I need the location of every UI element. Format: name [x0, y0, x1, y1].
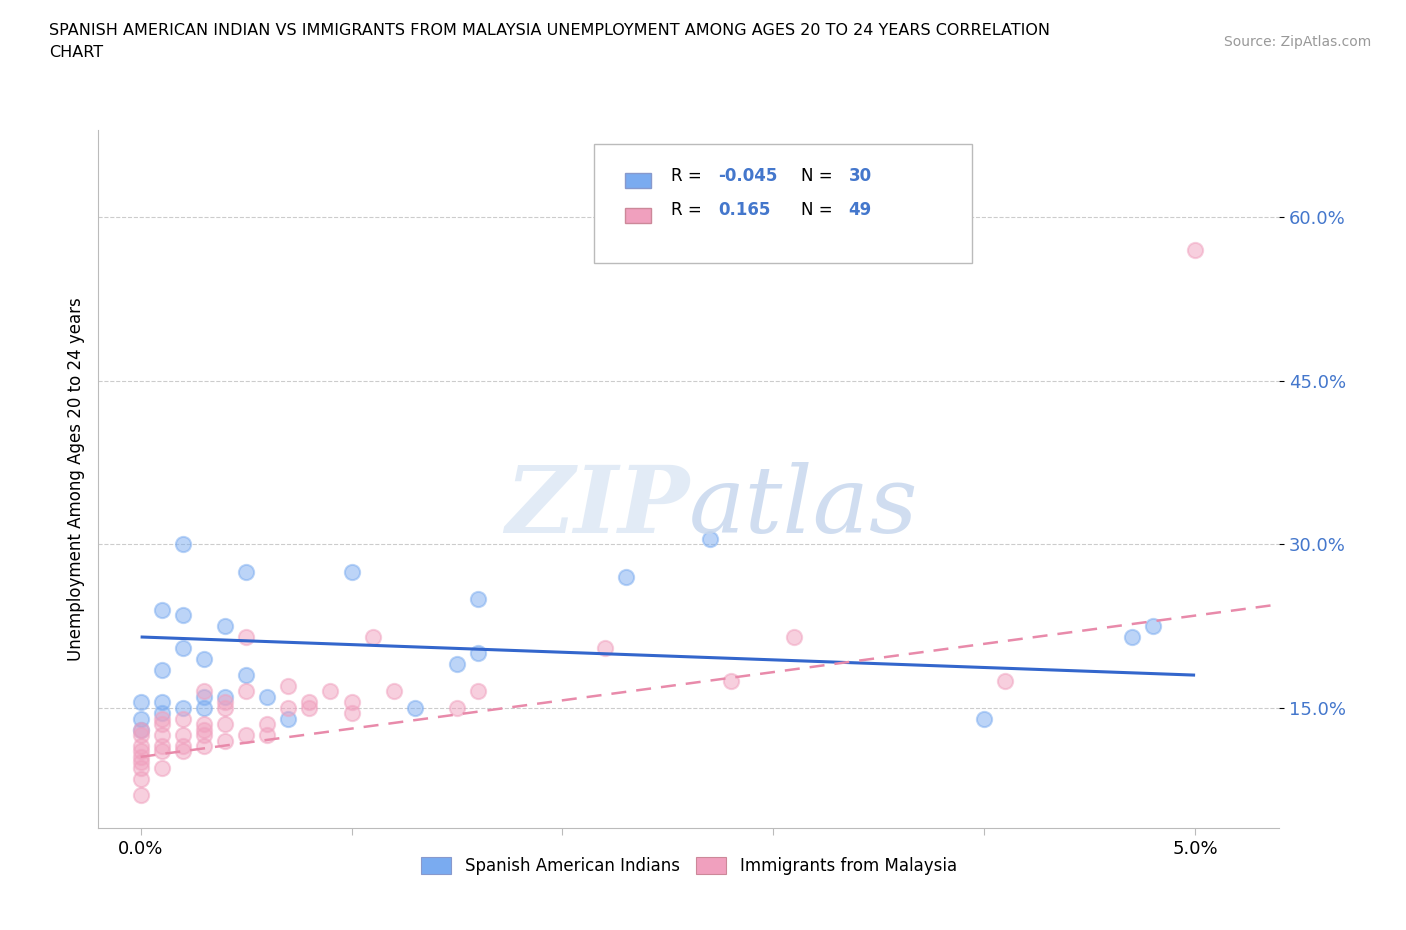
Point [277, 711, 299, 726]
Point [783, 630, 806, 644]
Point [150, 727, 173, 742]
Text: N =: N = [801, 166, 838, 184]
Point [150, 761, 173, 776]
Point [235, 727, 257, 742]
Point [193, 684, 215, 699]
Point [129, 695, 152, 710]
Point [340, 695, 363, 710]
Point [193, 723, 215, 737]
Point [129, 711, 152, 726]
Legend: Spanish American Indians, Immigrants from Malaysia: Spanish American Indians, Immigrants fro… [415, 851, 963, 883]
Point [172, 744, 194, 759]
Point [214, 717, 236, 732]
Point [172, 537, 194, 551]
Y-axis label: Unemployment Among Ages 20 to 24 years: Unemployment Among Ages 20 to 24 years [66, 297, 84, 661]
Point [404, 700, 426, 715]
Point [214, 618, 236, 633]
Point [150, 744, 173, 759]
Point [214, 695, 236, 710]
Point [129, 727, 152, 742]
FancyBboxPatch shape [626, 207, 651, 223]
Point [129, 761, 152, 776]
Point [193, 700, 215, 715]
Text: SPANISH AMERICAN INDIAN VS IMMIGRANTS FROM MALAYSIA UNEMPLOYMENT AMONG AGES 20 T: SPANISH AMERICAN INDIAN VS IMMIGRANTS FR… [49, 23, 1050, 60]
Point [150, 738, 173, 753]
Point [150, 711, 173, 726]
Text: 0.165: 0.165 [718, 202, 770, 219]
Point [150, 603, 173, 618]
Point [193, 727, 215, 742]
Point [298, 700, 321, 715]
Point [467, 684, 489, 699]
Point [277, 679, 299, 694]
Point [1121, 630, 1143, 644]
Text: R =: R = [671, 166, 707, 184]
Point [720, 673, 742, 688]
Point [214, 689, 236, 704]
Point [129, 750, 152, 764]
Text: 49: 49 [848, 202, 872, 219]
Point [256, 717, 278, 732]
Text: atlas: atlas [689, 462, 918, 551]
Point [129, 723, 152, 737]
Point [235, 684, 257, 699]
Text: 30: 30 [848, 166, 872, 184]
Point [340, 706, 363, 721]
Text: Source: ZipAtlas.com: Source: ZipAtlas.com [1223, 35, 1371, 49]
Point [214, 700, 236, 715]
Point [172, 641, 194, 656]
Point [614, 569, 637, 584]
Point [172, 711, 194, 726]
Point [699, 531, 721, 546]
Point [172, 607, 194, 622]
Point [467, 645, 489, 660]
Point [193, 717, 215, 732]
Point [193, 738, 215, 753]
Point [256, 727, 278, 742]
Point [172, 738, 194, 753]
Text: -0.045: -0.045 [718, 166, 778, 184]
Point [319, 684, 342, 699]
Point [973, 711, 995, 726]
Point [1184, 243, 1206, 258]
Point [150, 695, 173, 710]
Point [129, 738, 152, 753]
Point [193, 689, 215, 704]
FancyBboxPatch shape [626, 173, 651, 188]
Point [467, 591, 489, 606]
Point [382, 684, 405, 699]
Point [129, 723, 152, 737]
Point [235, 630, 257, 644]
Point [1142, 618, 1164, 633]
Text: ZIP: ZIP [505, 462, 689, 551]
Point [193, 651, 215, 666]
Point [994, 673, 1017, 688]
Point [256, 689, 278, 704]
Point [172, 727, 194, 742]
Point [235, 565, 257, 579]
Point [593, 641, 616, 656]
Point [277, 700, 299, 715]
Point [298, 695, 321, 710]
Point [129, 788, 152, 803]
Point [340, 565, 363, 579]
Text: R =: R = [671, 202, 713, 219]
Point [235, 668, 257, 683]
Point [150, 706, 173, 721]
Point [172, 700, 194, 715]
Point [361, 630, 384, 644]
Point [150, 662, 173, 677]
Text: N =: N = [801, 202, 838, 219]
Point [446, 657, 468, 671]
Point [214, 733, 236, 748]
Point [129, 755, 152, 770]
Point [129, 744, 152, 759]
Point [150, 717, 173, 732]
Point [129, 771, 152, 786]
Point [446, 700, 468, 715]
FancyBboxPatch shape [595, 144, 973, 263]
